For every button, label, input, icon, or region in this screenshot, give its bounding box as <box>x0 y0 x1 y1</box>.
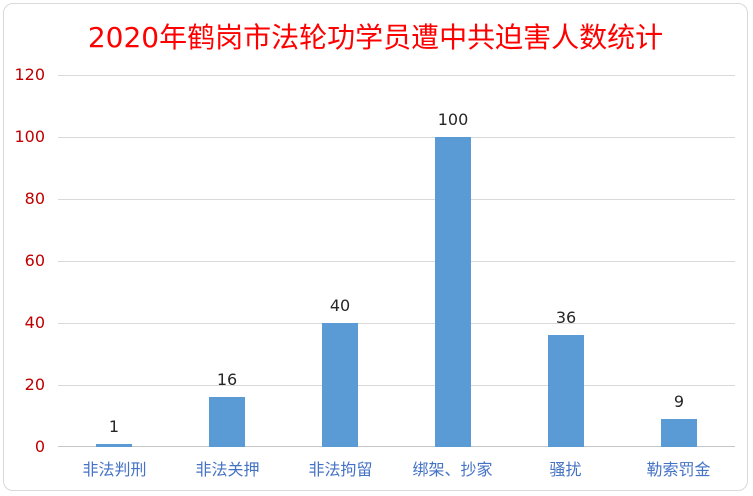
y-axis-tick-label: 120 <box>14 65 45 84</box>
y-axis-tick-labels: 0 20 40 60 80 100 120 <box>4 4 45 490</box>
y-axis-tick-label: 0 <box>34 437 45 456</box>
chart-title: 2020年鹤岗市法轮功学员遭中共迫害人数统计 <box>87 21 664 54</box>
bar <box>322 323 358 447</box>
gridline <box>58 385 735 386</box>
x-axis-line <box>58 446 735 447</box>
bar <box>661 419 697 447</box>
category-label: 勒索罚金 <box>646 460 711 479</box>
category-label: 非法拘留 <box>308 460 373 479</box>
category-label: 绑架、抄家 <box>412 460 493 479</box>
category-label: 非法判刑 <box>82 460 147 479</box>
category-label: 骚扰 <box>549 460 582 479</box>
value-label: 9 <box>673 392 685 411</box>
y-axis-tick-label: 100 <box>14 127 45 146</box>
gridline <box>58 137 735 138</box>
gridline <box>58 323 735 324</box>
value-label: 36 <box>555 308 577 327</box>
category-label: 非法关押 <box>195 460 260 479</box>
y-axis-tick-label: 20 <box>24 375 45 394</box>
value-label: 16 <box>216 370 238 389</box>
gridline <box>58 261 735 262</box>
value-label: 100 <box>437 110 469 129</box>
gridline <box>58 75 735 76</box>
bar <box>435 137 471 447</box>
y-axis-tick-label: 40 <box>24 313 45 332</box>
bar <box>209 397 245 447</box>
bar <box>96 444 132 447</box>
value-label: 1 <box>108 417 120 436</box>
value-label: 40 <box>329 296 351 315</box>
plot-area: 1 16 40 100 36 9 <box>58 75 735 447</box>
y-axis-tick-label: 60 <box>24 251 45 270</box>
chart-container: 2020年鹤岗市法轮功学员遭中共迫害人数统计 1 16 40 100 36 9 0 20 40… <box>3 3 748 491</box>
bar <box>548 335 584 447</box>
x-axis-category-labels: 非法判刑 非法关押 非法拘留 绑架、抄家 骚扰 勒索罚金 <box>58 459 735 481</box>
y-axis-tick-label: 80 <box>24 189 45 208</box>
gridline <box>58 199 735 200</box>
